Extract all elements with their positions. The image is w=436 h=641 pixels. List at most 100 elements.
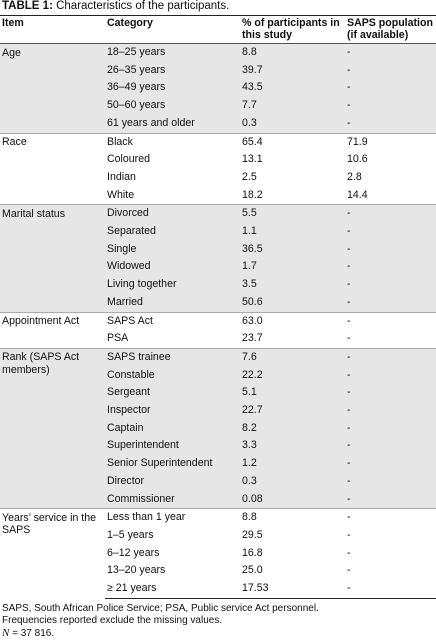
category-cell: Commissioner (105, 490, 240, 509)
percent-cell: 7.7 (240, 97, 345, 115)
category-cell: Widowed (105, 258, 240, 277)
item-cell: Race (0, 132, 105, 205)
percent-cell: 23.7 (242, 332, 263, 345)
table-row: Years’ service in the SAPS Less than 1 ye… (0, 508, 436, 599)
percent-cell: 8.8 (240, 43, 345, 62)
table-row: Marital status Divorced 5.5- (0, 204, 436, 313)
category-cell: Superintendent (105, 437, 240, 456)
header-cell: Category (107, 17, 153, 29)
category-cell: 13–20 years (107, 564, 166, 577)
saps-cell: - (345, 204, 436, 224)
table-row: Single 36.5- (0, 240, 436, 259)
saps-cell: - (345, 240, 436, 259)
category-cell: Inspector (105, 402, 240, 420)
category-cell: Black (105, 132, 240, 152)
percent-cell: 8.8 (240, 508, 345, 527)
category-cell: Coloured (107, 153, 150, 166)
percent-cell: 63.0 (240, 311, 345, 331)
table-row: Race Black 65.4 71.9 (0, 132, 436, 205)
table-header: Item Category % of participants in this st… (0, 15, 436, 44)
saps-cell: - (345, 347, 436, 367)
table-row: White 18.2 14.4 (0, 187, 436, 205)
percent-cell: 0.3 (240, 472, 345, 491)
table-row: PSA 23.7 - (0, 330, 436, 348)
category-cell: Constable (105, 366, 240, 385)
saps-cell: - (347, 546, 351, 559)
title-label: TABLE 1: (2, 0, 53, 12)
title-text: Characteristics of the participants. (56, 0, 230, 12)
percent-cell: 18.2 (242, 188, 263, 201)
percent-cell: 5.1 (240, 384, 345, 403)
saps-cell: - (345, 79, 436, 98)
category-cell: ≥ 21 years (105, 580, 240, 599)
table-row: Commissioner 0.08- (0, 490, 436, 509)
percent-cell: 22.7 (240, 402, 345, 420)
table-row: ≥ 21 years 17.53- (0, 580, 436, 599)
category-cell: SAPS trainee (105, 347, 240, 367)
table-row: 36–49 years 43.5- (0, 79, 436, 98)
header-cell: SAPS population (if available) (347, 17, 433, 41)
saps-cell: - (345, 114, 436, 134)
saps-cell: - (345, 43, 436, 62)
saps-cell: - (345, 384, 436, 403)
category-cell: Married (105, 293, 240, 313)
table-title: TABLE 1: Characteristics of the particip… (2, 0, 229, 13)
saps-cell: - (345, 258, 436, 277)
percent-cell: 2.5 (242, 170, 257, 183)
table-row: Separated 1.1- (0, 223, 436, 241)
table-row: Director 0.3- (0, 472, 436, 491)
category-cell: 36–49 years (105, 79, 240, 98)
table-row: Senior Superintendent 1.2- (0, 455, 436, 473)
percent-cell: 36.5 (240, 240, 345, 259)
saps-cell: - (345, 97, 436, 115)
percent-cell: 65.4 (240, 132, 345, 152)
item-cell: Age (0, 43, 105, 134)
table-row: Living together 3.5- (0, 276, 436, 294)
item-cell: Years’ service in the SAPS (0, 508, 105, 599)
saps-cell: - (345, 455, 436, 473)
percent-cell: 50.6 (240, 293, 345, 313)
category-cell: 50–60 years (105, 97, 240, 115)
saps-cell: - (345, 61, 436, 80)
table-row: Appointment Act SAPS Act 63.0- (0, 311, 436, 349)
percent-cell: 5.5 (240, 204, 345, 224)
category-cell: PSA (107, 332, 129, 345)
table-row: Inspector 22.7- (0, 402, 436, 420)
percent-cell: 16.8 (242, 546, 263, 559)
n-text: = 37 816. (12, 628, 55, 639)
category-cell: 18–25 years (105, 43, 240, 62)
percent-cell: 1.7 (240, 258, 345, 277)
saps-cell: - (347, 332, 351, 345)
table-row: Indian 2.5 2.8 (0, 169, 436, 187)
footnote: Frequencies reported exclude the missing… (2, 615, 223, 626)
category-cell: 26–35 years (105, 61, 240, 80)
saps-cell: - (345, 311, 436, 331)
percent-cell: 22.2 (240, 366, 345, 385)
header-cell: % of participants in this study (242, 17, 340, 41)
percent-cell: 3.3 (240, 437, 345, 456)
table: Item Category % of participants in this st… (0, 15, 436, 599)
percent-cell: 3.5 (240, 276, 345, 294)
category-cell: Less than 1 year (105, 508, 240, 527)
n-symbol: N (2, 627, 10, 639)
saps-cell: - (345, 276, 436, 294)
percent-cell: 17.53 (240, 580, 345, 599)
table-row: 50–60 years 7.7- (0, 97, 436, 115)
footnote: N = 37 816. (2, 627, 54, 641)
category-cell: Indian (107, 170, 136, 183)
percent-cell: 0.3 (240, 114, 345, 134)
saps-cell: 14.4 (347, 188, 368, 201)
category-cell: 1–5 years (107, 528, 154, 541)
table-row: 13–20 years 25.0 - (0, 562, 436, 580)
footnote: SAPS, South African Police Service; PSA,… (2, 603, 319, 614)
table-row: Coloured 13.1 10.6 (0, 151, 436, 169)
table-row: Superintendent 3.3- (0, 437, 436, 456)
header-cell: Item (2, 17, 24, 29)
percent-cell: 1.2 (240, 455, 345, 473)
percent-cell: 1.1 (240, 223, 345, 241)
category-cell: Captain (105, 419, 240, 438)
table-row: Widowed 1.7- (0, 258, 436, 277)
percent-cell: 0.08 (240, 490, 345, 509)
table-row: Married 50.6- (0, 293, 436, 313)
